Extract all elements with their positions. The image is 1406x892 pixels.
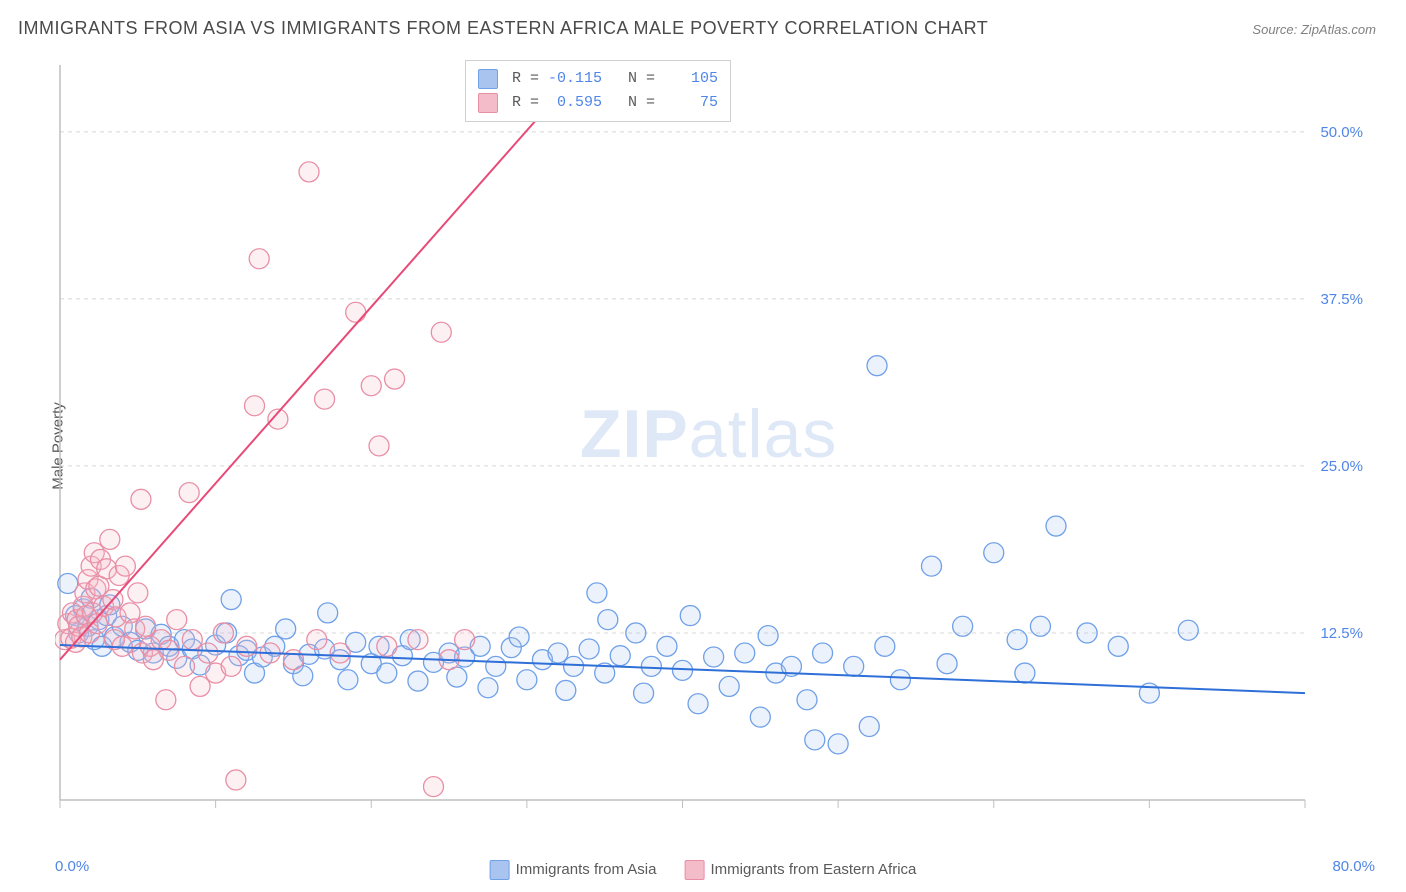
legend-r-value: 0.595 [547, 91, 602, 115]
legend-swatch [684, 860, 704, 880]
source-label: Source: [1252, 22, 1297, 37]
series-legend-item: Immigrants from Eastern Africa [684, 860, 916, 880]
x-axis-max-label: 80.0% [1332, 858, 1375, 875]
legend-r-value: -0.115 [547, 67, 602, 91]
svg-text:37.5%: 37.5% [1320, 291, 1363, 308]
legend-swatch [478, 69, 498, 89]
source-attribution: Source: ZipAtlas.com [1252, 22, 1376, 37]
svg-text:12.5%: 12.5% [1320, 625, 1363, 642]
legend-swatch [478, 93, 498, 113]
svg-text:50.0%: 50.0% [1320, 124, 1363, 141]
series-legend: Immigrants from Asia Immigrants from East… [490, 860, 917, 880]
svg-text:25.0%: 25.0% [1320, 458, 1363, 475]
series-legend-item: Immigrants from Asia [490, 860, 657, 880]
series-legend-label: Immigrants from Eastern Africa [710, 861, 916, 878]
source-link[interactable]: ZipAtlas.com [1301, 22, 1376, 37]
legend-r-label: R = [512, 91, 539, 115]
legend-n-value: 105 [663, 67, 718, 91]
correlation-legend-row: R = -0.115 N = 105 [478, 67, 718, 91]
correlation-legend-row: R = 0.595 N = 75 [478, 91, 718, 115]
legend-r-label: R = [512, 67, 539, 91]
legend-n-label: N = [610, 67, 655, 91]
legend-n-value: 75 [663, 91, 718, 115]
legend-n-label: N = [610, 91, 655, 115]
x-axis-min-label: 0.0% [55, 858, 89, 875]
scatter-plot: 12.5% 25.0% 37.5% 50.0% [55, 55, 1375, 825]
chart-title: IMMIGRANTS FROM ASIA VS IMMIGRANTS FROM … [18, 18, 988, 39]
series-legend-label: Immigrants from Asia [516, 861, 657, 878]
correlation-legend: R = -0.115 N = 105 R = 0.595 N = 75 [465, 60, 731, 122]
legend-swatch [490, 860, 510, 880]
